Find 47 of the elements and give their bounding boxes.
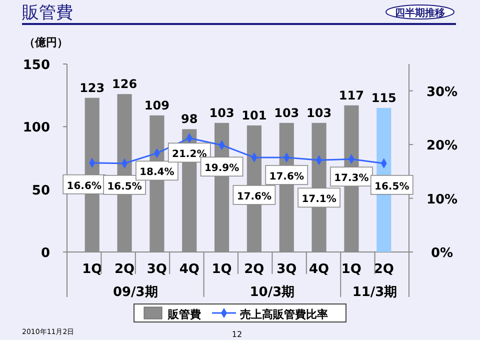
y2-tick-label: 20%: [426, 138, 458, 154]
data-label: 16.6%: [66, 180, 102, 192]
y2-tick-label: 30%: [426, 84, 458, 100]
legend-label: 販管費: [167, 308, 201, 321]
x-tick-label: 2Q: [244, 262, 264, 277]
data-label: 17.6%: [236, 191, 272, 202]
chart-title: 販管費: [22, 3, 73, 23]
data-label: 16.5%: [374, 181, 410, 192]
data-label: 126: [112, 77, 138, 92]
text: 10/3期: [250, 285, 295, 300]
data-label: 16.5%: [107, 181, 142, 192]
data-label: 123: [80, 80, 105, 95]
x-tick-label: 2Q: [374, 262, 394, 277]
x-tick-label: 2Q: [114, 262, 135, 277]
y-axis-title: （億円）: [24, 36, 68, 49]
data-label: 98: [181, 112, 198, 126]
x-tick-label: 3Q: [276, 262, 297, 277]
data-label: 17.3%: [334, 173, 369, 184]
text: 12: [232, 330, 242, 339]
data-label: 17.1%: [302, 194, 336, 206]
y-tick-label: 50: [32, 183, 50, 198]
y-tick-label: 0: [40, 246, 50, 261]
x-tick-label: 1Q: [82, 262, 102, 277]
data-label: 109: [144, 98, 170, 112]
legend-label: 売上高販管費比率: [240, 308, 328, 321]
data-label: 103: [209, 106, 234, 120]
data-label: 19.9%: [204, 163, 240, 174]
data-label: 18.4%: [140, 167, 174, 178]
data-label: 117: [338, 88, 364, 102]
data-label: 115: [371, 90, 396, 105]
y2-tick-label: 10%: [426, 192, 458, 208]
y2-tick-label: 0%: [430, 246, 454, 261]
data-label: 17.6%: [269, 171, 304, 182]
text: 09/3期: [112, 285, 158, 300]
data-label: 21.2%: [172, 149, 207, 160]
x-tick-label: 1Q: [212, 262, 232, 277]
data-label: 101: [242, 108, 267, 122]
data-label: 103: [306, 106, 332, 120]
x-tick-label: 4Q: [179, 262, 200, 277]
text: 11/3期: [352, 285, 398, 300]
x-tick-label: 4Q: [308, 262, 330, 277]
x-tick-label: 3Q: [146, 262, 168, 277]
y-tick-label: 150: [22, 58, 50, 73]
x-tick-label: 1Q: [341, 262, 362, 277]
y-tick-label: 100: [22, 120, 50, 136]
data-label: 103: [274, 106, 300, 120]
text: 四半期推移: [395, 7, 445, 19]
